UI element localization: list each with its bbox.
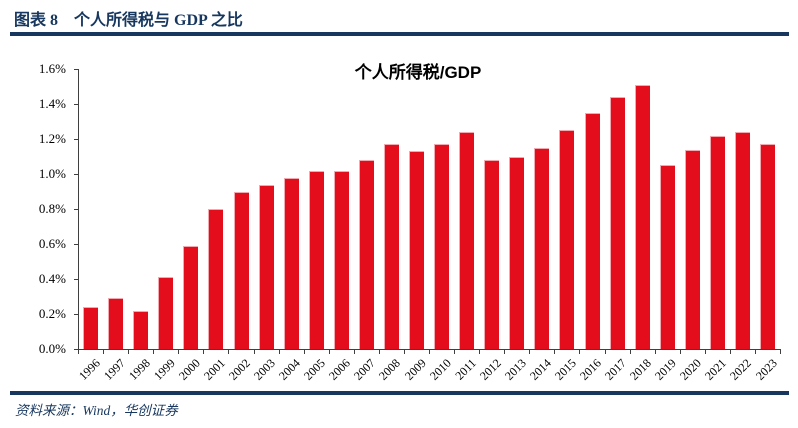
source-note: 资料来源：Wind，华创证券 (15, 403, 178, 418)
y-axis-tick (74, 349, 78, 350)
x-axis-tick (228, 350, 230, 354)
bar-1996 (83, 307, 98, 349)
bar-1998 (133, 310, 149, 349)
bar-2005 (308, 170, 324, 349)
x-axis-tick (454, 350, 456, 354)
x-axis-tick (128, 350, 130, 354)
y-axis-tick (74, 139, 78, 140)
x-axis-tick (153, 350, 155, 354)
y-axis-tick (74, 209, 78, 210)
x-axis-tick (328, 350, 330, 354)
bar-2013 (509, 156, 525, 349)
x-axis-tick (504, 350, 506, 354)
bar-2018 (634, 84, 650, 350)
x-axis-tick (429, 350, 430, 354)
y-axis-tick-label: 1.6% (38, 61, 66, 76)
bar-2010 (434, 144, 449, 350)
header-divider-rule (10, 32, 789, 36)
x-axis-tick (604, 350, 606, 354)
y-axis-tick-label: 0.2% (38, 306, 66, 321)
figure-label: 图表 8 (14, 12, 59, 29)
x-axis-tick (303, 350, 305, 354)
bar-2009 (409, 151, 424, 349)
y-axis-tick-label: 0.8% (38, 201, 66, 216)
x-axis-tick (103, 350, 105, 354)
y-axis-tick-label: 0.0% (38, 341, 66, 356)
y-axis-tick-label: 0.4% (38, 271, 66, 286)
figure-header: 图表 8 个人所得税与 GDP 之比 (14, 6, 243, 30)
x-axis-tick (278, 350, 280, 354)
x-axis-tick (554, 350, 556, 354)
x-axis-tick (253, 350, 255, 354)
bar-2015 (559, 130, 575, 350)
y-axis-tick-label: 1.2% (38, 131, 66, 146)
footer-divider-rule (10, 391, 789, 395)
x-axis-tick (629, 350, 631, 354)
y-axis-line (78, 69, 79, 349)
x-axis-tick (203, 350, 205, 354)
y-axis-tick-label: 1.4% (38, 96, 66, 111)
x-axis-tick (353, 350, 355, 354)
bar-2012 (484, 160, 500, 349)
y-axis-tick (74, 314, 78, 315)
x-axis-tick (529, 350, 531, 354)
bar-2016 (584, 112, 600, 349)
y-axis-tick-label: 0.6% (38, 236, 66, 251)
bar-2022 (734, 132, 750, 349)
y-axis-tick (74, 69, 78, 70)
x-axis-tick (78, 350, 79, 354)
bar-2021 (709, 135, 725, 349)
bar-2000 (183, 245, 199, 350)
x-axis-line (78, 349, 781, 350)
x-axis-tick (178, 350, 180, 354)
y-axis-tick (74, 174, 78, 175)
bar-2019 (659, 165, 675, 350)
chart-title: 个人所得税/GDP (354, 63, 482, 82)
x-axis-tick (654, 350, 656, 354)
bar-2003 (258, 184, 274, 349)
x-axis-tick (403, 350, 405, 354)
bar-2017 (609, 97, 625, 349)
x-axis-tick (378, 350, 380, 354)
y-axis-tick (74, 244, 78, 245)
bar-2007 (358, 160, 374, 349)
bar-1997 (108, 298, 124, 350)
bar-2001 (208, 209, 224, 349)
bar-2014 (534, 147, 550, 349)
bar-2002 (233, 191, 249, 349)
y-axis-tick (74, 279, 78, 280)
bar-2011 (459, 132, 475, 349)
x-axis-tick (780, 350, 781, 354)
x-axis-tick (579, 350, 581, 354)
bar-2023 (760, 144, 775, 350)
bar-2008 (383, 144, 399, 350)
bar-2004 (283, 177, 299, 349)
x-axis-tick (704, 350, 706, 354)
bar-2020 (684, 149, 700, 349)
bar-2006 (333, 170, 349, 349)
y-axis-tick-label: 1.0% (38, 166, 66, 181)
x-axis-tick (479, 350, 481, 354)
y-axis-tick (74, 104, 78, 105)
figure-title: 个人所得税与 GDP 之比 (74, 12, 243, 29)
x-axis-tick (679, 350, 681, 354)
x-axis-tick (754, 350, 756, 354)
x-axis-tick (729, 350, 731, 354)
bar-1999 (158, 277, 174, 350)
